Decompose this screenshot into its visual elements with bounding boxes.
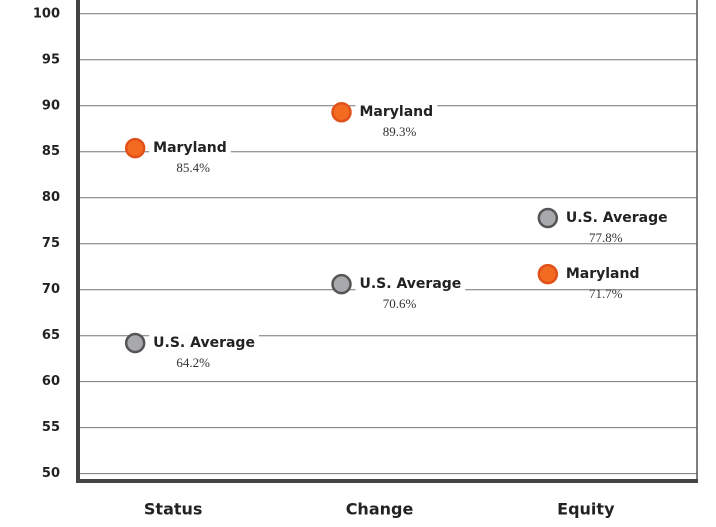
y-tick-label: 55	[42, 420, 60, 435]
label-bg	[149, 140, 231, 157]
x-tick-label: Change	[346, 500, 414, 519]
point-label: Maryland	[360, 104, 434, 120]
value-label: 71.7%	[589, 286, 623, 301]
dot	[537, 263, 559, 285]
point-label: Maryland	[153, 140, 227, 156]
value-label: 77.8%	[589, 230, 623, 245]
value-label: 85.4%	[176, 160, 210, 175]
x-tick-label: Status	[144, 500, 203, 519]
point-label: U.S. Average	[153, 335, 255, 351]
y-tick-label: 85	[42, 144, 60, 159]
dot	[124, 137, 146, 159]
y-tick-label: 65	[42, 328, 60, 343]
y-tick-label: 75	[42, 236, 60, 251]
y-tick-label: 100	[33, 6, 60, 21]
y-tick-label: 80	[42, 190, 60, 205]
point-label: Maryland	[566, 266, 640, 282]
label-bg	[561, 266, 644, 283]
dot	[124, 332, 146, 354]
x-tick-label: Equity	[557, 500, 615, 519]
y-tick-label: 95	[42, 52, 60, 67]
y-tick-label: 60	[42, 374, 60, 389]
label-bg	[149, 335, 259, 352]
y-tick-label: 50	[42, 466, 60, 481]
label-bg	[355, 104, 438, 121]
y-tick-label: 70	[42, 282, 60, 297]
point-label: U.S. Average	[566, 210, 668, 226]
dot	[331, 101, 352, 123]
value-label: 64.2%	[176, 355, 210, 370]
dot	[537, 207, 559, 229]
y-tick-label: 90	[42, 98, 60, 113]
value-label: 70.6%	[383, 296, 417, 311]
label-bg	[355, 276, 466, 293]
point-label: U.S. Average	[360, 276, 462, 292]
label-bg	[561, 209, 672, 226]
value-label: 89.3%	[383, 124, 417, 139]
dot	[331, 273, 352, 295]
